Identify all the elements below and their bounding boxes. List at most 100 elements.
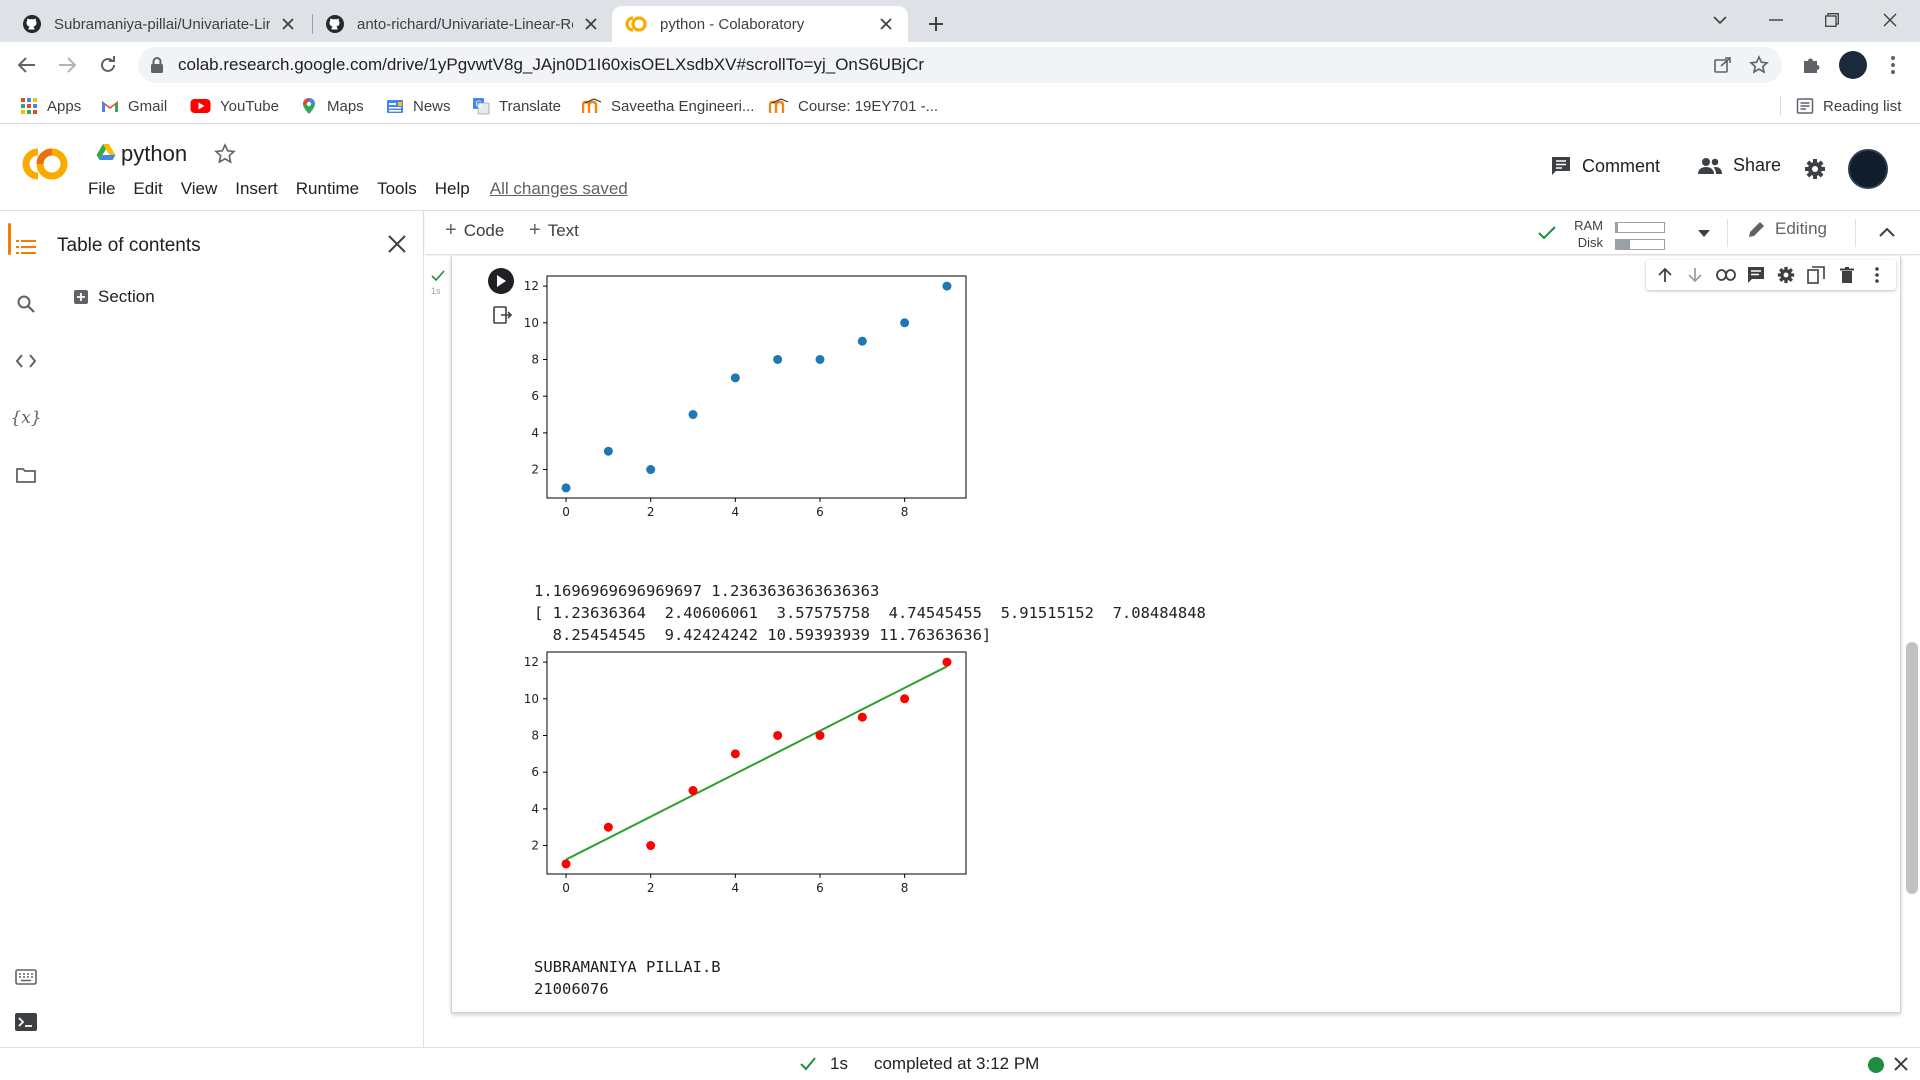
terminal-rail-button[interactable]: [14, 1010, 38, 1034]
move-cell-down-button[interactable]: [1682, 262, 1708, 288]
add-text-cell-button[interactable]: + Text: [529, 219, 579, 242]
profile-button[interactable]: [1838, 50, 1868, 80]
url-text[interactable]: colab.research.google.com/drive/1yPgvwtV…: [178, 55, 925, 74]
editing-mode-button[interactable]: Editing: [1747, 219, 1827, 239]
execution-status[interactable]: 1s completed at 3:12 PM: [800, 1054, 1039, 1074]
chevron-up-icon[interactable]: [1879, 227, 1895, 237]
resource-monitor[interactable]: RAM Disk: [1538, 215, 1695, 251]
y-tick-label: 12: [524, 279, 539, 293]
y-tick-label: 2: [531, 839, 539, 853]
bookmark-star-icon[interactable]: [1749, 55, 1769, 75]
mirror-cell-button[interactable]: [1803, 262, 1829, 288]
checkmark-icon: [800, 1057, 816, 1071]
back-button[interactable]: [12, 50, 42, 80]
google-drive-icon[interactable]: [96, 143, 116, 161]
status-bar: 1s completed at 3:12 PM: [0, 1047, 1920, 1080]
notebook-body: 1s 0 2 4 6 8 2 4 6 8 10 12 1.1696969696969697 1.23…: [425, 256, 1920, 1047]
close-tab-icon[interactable]: [278, 14, 298, 34]
menu-tools[interactable]: Tools: [377, 179, 417, 198]
bookmark-course[interactable]: Course: 19EY701 -...: [769, 88, 938, 124]
ram-usage-fill: [1616, 223, 1618, 232]
code-cell[interactable]: 0 2 4 6 8 2 4 6 8 10 12 1.1696969696969697 1.23636…: [451, 256, 1901, 1013]
moodle-icon: [582, 98, 602, 113]
share-page-icon[interactable]: [1713, 55, 1733, 75]
status-message: completed at 3:12 PM: [873, 1054, 1040, 1073]
more-vertical-icon: [1891, 56, 1895, 74]
bookmark-label: YouTube: [220, 97, 279, 115]
toc-item-section[interactable]: Section: [74, 287, 155, 307]
colab-logo[interactable]: [18, 147, 72, 181]
close-tab-icon[interactable]: [876, 14, 896, 34]
close-window-button[interactable]: [1862, 0, 1918, 40]
address-bar[interactable]: colab.research.google.com/drive/1yPgvwtV…: [138, 47, 1782, 83]
add-code-cell-button[interactable]: + Code: [445, 219, 504, 242]
command-palette-rail-button[interactable]: [14, 965, 38, 989]
files-rail-button[interactable]: [14, 463, 38, 487]
bookmark-gmail[interactable]: Gmail: [101, 88, 167, 124]
menu-file[interactable]: File: [88, 179, 116, 198]
code-snippets-rail-button[interactable]: [14, 349, 38, 373]
dropdown-arrow-icon[interactable]: [1698, 230, 1710, 238]
rail-active-indicator: [8, 223, 11, 255]
menu-insert[interactable]: Insert: [235, 179, 278, 198]
bookmark-apps[interactable]: Apps: [20, 88, 81, 124]
browser-tab-1[interactable]: Subramaniya-pillai/Univariate-Lir: [10, 6, 310, 42]
comment-button[interactable]: Comment: [1550, 155, 1660, 177]
toc-rail-button[interactable]: [14, 235, 38, 259]
share-button[interactable]: Share: [1697, 155, 1781, 176]
arrow-left-icon: [18, 57, 35, 73]
profile-avatar: [1839, 51, 1867, 79]
menu-edit[interactable]: Edit: [133, 179, 163, 198]
browser-menu-button[interactable]: [1878, 50, 1908, 80]
colab-header: python File Edit View Insert Runtime Too…: [0, 125, 1920, 211]
save-status-link[interactable]: All changes saved: [489, 179, 628, 198]
gear-icon: [1777, 266, 1795, 284]
y-tick-label: 10: [524, 692, 539, 706]
toc-close-button[interactable]: [382, 229, 412, 259]
cell-settings-button[interactable]: [1773, 262, 1799, 288]
close-icon[interactable]: [1893, 1056, 1909, 1072]
gear-icon[interactable]: [1804, 158, 1826, 180]
delete-cell-button[interactable]: [1834, 262, 1860, 288]
scrollbar-thumb[interactable]: [1906, 642, 1918, 894]
new-tab-button[interactable]: [922, 10, 950, 38]
forward-button[interactable]: [52, 50, 82, 80]
more-cell-actions-button[interactable]: [1864, 262, 1890, 288]
reading-list-button[interactable]: Reading list: [1796, 88, 1901, 124]
more-vertical-icon: [1875, 267, 1879, 283]
output-actions-icon[interactable]: [493, 306, 513, 324]
user-avatar[interactable]: [1848, 149, 1888, 189]
tab-title: python - Colaboratory: [660, 15, 805, 33]
minimize-button[interactable]: [1748, 0, 1804, 40]
star-icon[interactable]: [214, 143, 236, 165]
restore-button[interactable]: [1804, 0, 1860, 40]
variables-icon[interactable]: {x}: [10, 408, 42, 428]
menu-runtime[interactable]: Runtime: [295, 179, 360, 198]
reload-button[interactable]: [93, 50, 123, 80]
notebook-toolbar: + Code + Text RAM Disk Editing: [425, 211, 1920, 255]
extensions-button[interactable]: [1796, 50, 1826, 80]
table-of-contents-panel: Table of contents Section: [54, 211, 424, 1047]
bookmark-maps[interactable]: Maps: [300, 88, 364, 124]
connection-status-dot[interactable]: [1868, 1057, 1884, 1073]
bookmark-youtube[interactable]: YouTube: [190, 88, 279, 124]
lock-icon[interactable]: [150, 57, 164, 73]
move-cell-up-button[interactable]: [1652, 262, 1678, 288]
find-rail-button[interactable]: [14, 292, 38, 316]
bookmark-saveetha[interactable]: Saveetha Engineeri...: [582, 88, 754, 124]
tab-search-button[interactable]: [1692, 0, 1748, 40]
run-cell-button[interactable]: [488, 268, 514, 294]
menu-help[interactable]: Help: [434, 179, 470, 198]
notebook-title[interactable]: python: [121, 141, 188, 166]
bookmark-translate[interactable]: G Translate: [472, 88, 561, 124]
browser-tab-strip: Subramaniya-pillai/Univariate-Lir anto-r…: [0, 0, 1920, 42]
close-tab-icon[interactable]: [581, 14, 601, 34]
bookmark-label: Course: 19EY701 -...: [798, 97, 939, 115]
browser-tab-2[interactable]: anto-richard/Univariate-Linear-Re: [313, 6, 613, 42]
bookmark-label: Saveetha Engineeri...: [611, 97, 755, 115]
add-comment-button[interactable]: [1743, 262, 1769, 288]
copy-link-button[interactable]: [1713, 262, 1739, 288]
browser-tab-3[interactable]: python - Colaboratory: [612, 6, 908, 42]
menu-view[interactable]: View: [180, 179, 218, 198]
bookmark-news[interactable]: News: [386, 88, 451, 124]
